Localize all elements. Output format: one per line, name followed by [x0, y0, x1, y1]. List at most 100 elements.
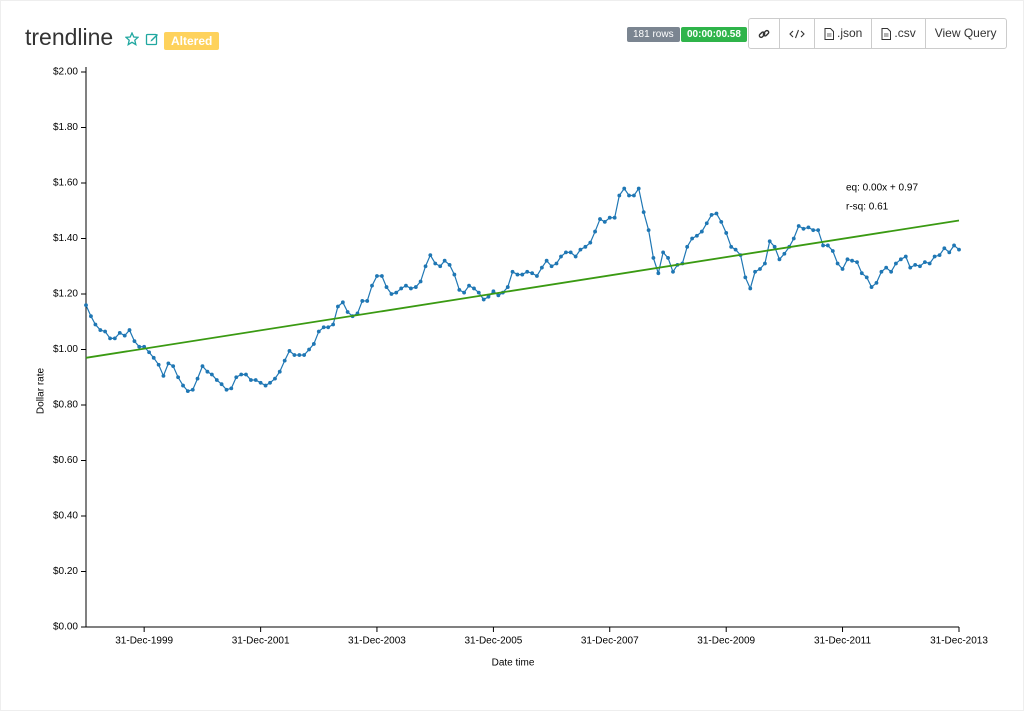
data-point — [496, 293, 501, 298]
data-point — [277, 369, 282, 374]
data-point — [952, 243, 956, 248]
data-point — [908, 265, 913, 270]
data-point — [923, 260, 927, 264]
data-point — [209, 372, 214, 377]
data-point — [433, 261, 438, 266]
data-point — [709, 213, 714, 217]
view-query-button[interactable]: View Query — [924, 19, 1006, 48]
data-point — [568, 250, 573, 255]
chart: Date time Dollar rate eq: 0.00x + 0.97 r… — [36, 67, 988, 669]
data-point — [505, 285, 510, 289]
y-tick-label: $0.60 — [53, 455, 78, 466]
data-point — [89, 314, 93, 319]
annotation: r-sq: 0.61 — [846, 202, 889, 213]
data-point — [544, 258, 549, 263]
data-point — [258, 380, 263, 385]
file-icon — [881, 27, 892, 40]
data-point — [559, 254, 563, 259]
data-point — [733, 247, 738, 252]
altered-badge[interactable]: Altered — [164, 32, 220, 50]
favorite-star[interactable] — [125, 32, 139, 46]
data-point — [457, 287, 462, 292]
data-point — [452, 272, 457, 277]
y-tick-label: $1.80 — [53, 122, 78, 133]
data-point — [112, 336, 117, 341]
code-icon — [789, 29, 805, 38]
data-point — [821, 243, 825, 248]
data-point — [156, 362, 161, 367]
data-point — [311, 342, 316, 346]
link-button[interactable] — [749, 19, 779, 48]
row-count: 181 rows — [627, 27, 680, 42]
data-point — [874, 281, 879, 285]
data-point — [108, 336, 112, 341]
data-point — [694, 233, 699, 238]
button-label: .csv — [894, 26, 916, 40]
data-point — [583, 244, 588, 249]
button-label: .json — [837, 26, 863, 40]
data-point — [816, 228, 821, 233]
y-tick-label: $0.80 — [53, 400, 78, 411]
data-point — [234, 375, 239, 380]
data-point — [830, 249, 835, 253]
data-point — [224, 387, 229, 392]
slice-title: trendline — [25, 24, 114, 50]
data-point — [835, 261, 840, 266]
data-point — [859, 271, 864, 276]
data-point — [622, 186, 627, 191]
data-point — [127, 328, 132, 332]
x-tick-label: 31-Dec-2003 — [348, 636, 406, 647]
x-tick-label: 31-Dec-1999 — [115, 636, 173, 647]
data-point — [777, 257, 782, 262]
data-point — [249, 378, 253, 382]
data-point — [869, 285, 874, 289]
data-point — [122, 333, 127, 338]
data-point — [472, 286, 476, 291]
embed-button[interactable] — [779, 19, 814, 48]
data-point — [903, 254, 908, 259]
data-point — [651, 256, 656, 260]
data-point — [758, 267, 762, 271]
csv-button[interactable]: .csv — [871, 19, 924, 48]
data-point — [117, 330, 122, 335]
data-point — [937, 253, 942, 258]
data-point — [297, 353, 302, 357]
data-point — [84, 303, 88, 307]
data-point — [627, 193, 631, 198]
y-tick-label: $1.40 — [53, 233, 78, 244]
data-point — [894, 261, 898, 266]
data-point — [957, 247, 961, 252]
data-point — [428, 253, 433, 258]
data-point — [748, 286, 753, 291]
annotation: eq: 0.00x + 0.97 — [846, 183, 918, 194]
data-point — [239, 372, 244, 377]
data-point — [666, 256, 670, 260]
data-point — [98, 328, 103, 332]
data-point — [205, 369, 210, 374]
data-point — [607, 215, 612, 220]
data-point — [273, 376, 277, 381]
data-point — [93, 322, 98, 327]
data-point — [535, 274, 539, 278]
data-point — [408, 286, 413, 291]
edit-icon[interactable] — [145, 32, 159, 46]
data-point — [345, 310, 350, 314]
json-button[interactable]: .json — [814, 19, 871, 48]
data-point — [151, 355, 156, 360]
data-point — [806, 225, 811, 230]
button-label: View Query — [934, 26, 997, 40]
data-point — [447, 262, 452, 267]
data-point — [302, 353, 307, 357]
y-tick-label: $0.20 — [53, 566, 78, 577]
data-point — [171, 364, 176, 369]
data-point — [326, 325, 331, 330]
data-point — [336, 304, 340, 309]
data-point — [185, 389, 190, 394]
data-point — [641, 210, 646, 215]
data-point — [656, 271, 661, 276]
data-point — [942, 246, 947, 251]
data-point — [244, 372, 248, 377]
data-point — [796, 224, 801, 228]
y-tick-label: $0.00 — [53, 622, 78, 633]
x-tick-label: 31-Dec-2007 — [581, 636, 639, 647]
